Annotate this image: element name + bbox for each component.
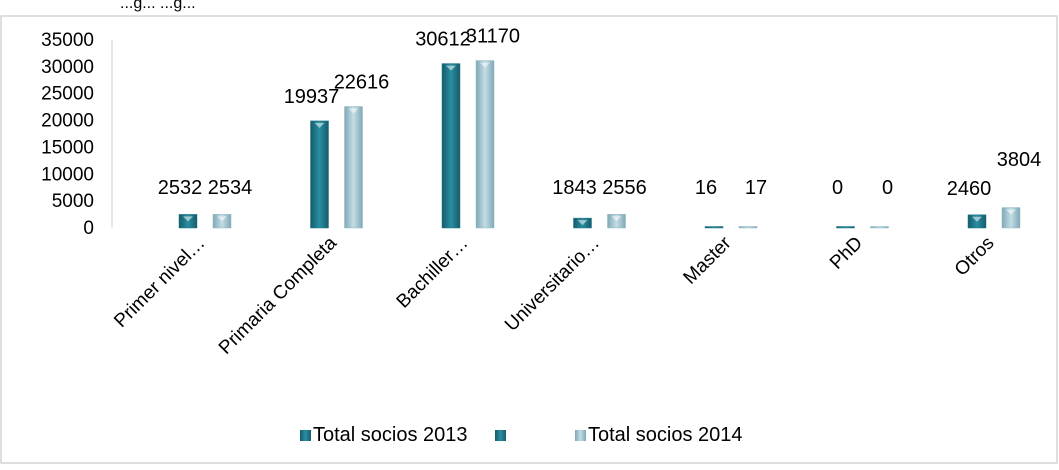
y-tick-label: 10000 — [41, 164, 94, 185]
legend-item-2014: Total socios 2014 — [588, 424, 743, 446]
bar-highlight — [1006, 209, 1016, 215]
bar-highlight — [972, 216, 982, 222]
chart-border — [0, 15, 1058, 464]
x-tick-label: Bachiller… — [393, 233, 473, 313]
bar-highlight — [577, 220, 588, 226]
bar-highlight — [314, 122, 325, 128]
bar-2014 — [344, 106, 363, 229]
header-fragment: ...g... ...g... — [120, 0, 196, 12]
data-label: 3804 — [997, 149, 1042, 171]
bar-2014 — [870, 226, 889, 229]
bar-2014 — [1001, 207, 1021, 229]
legend: Total socios 2013 Total socios 2014 — [300, 424, 743, 446]
legend-item-2014-swatch — [575, 430, 586, 441]
y-tick-label: 35000 — [41, 30, 94, 51]
y-tick-label: 20000 — [41, 111, 94, 132]
y-tick-label: 25000 — [41, 84, 94, 105]
data-label: 19937 — [284, 86, 340, 108]
x-tick-label: Primer nivel… — [110, 233, 209, 332]
legend-item-blank-swatch — [495, 430, 506, 441]
data-label: 22616 — [334, 72, 390, 94]
data-label: 1843 — [552, 177, 597, 199]
legend-item-2013-swatch — [300, 430, 311, 441]
data-label: 0 — [882, 177, 893, 199]
data-label: 16 — [695, 177, 717, 199]
bar-highlight — [183, 216, 193, 222]
data-labels: 2532 19937 30612 1843 16 0 2460 2534 22616 31170 2… — [158, 26, 1042, 200]
x-tick-label: Master — [680, 232, 736, 288]
x-tick-label: Otros — [951, 233, 999, 281]
data-label: 2534 — [208, 177, 253, 199]
y-axis-ticks: 0 5000 10000 15000 20000 25000 30000 35000 — [41, 30, 94, 239]
bar-highlight — [217, 216, 227, 222]
bar-2013 — [441, 63, 461, 229]
legend-item-2013: Total socios 2013 — [313, 424, 468, 446]
data-label: 17 — [745, 177, 767, 199]
y-tick-label: 0 — [83, 218, 94, 239]
data-label: 0 — [832, 177, 843, 199]
data-label: 2556 — [602, 177, 647, 199]
x-tick-label: Primaria Completa — [215, 232, 341, 358]
y-tick-label: 15000 — [41, 137, 94, 158]
bar-2013 — [310, 120, 329, 229]
bar-2013 — [704, 226, 724, 229]
y-tick-label: 5000 — [52, 191, 94, 212]
bar-highlight — [480, 62, 490, 68]
bar-highlight — [348, 108, 359, 114]
x-tick-label: Universitario… — [501, 233, 604, 336]
x-tick-label: PhD — [826, 233, 867, 274]
bar-highlight — [446, 65, 456, 71]
y-tick-label: 30000 — [41, 57, 94, 78]
data-label: 30612 — [415, 29, 471, 51]
bars — [178, 60, 1021, 229]
data-label: 2532 — [158, 177, 203, 199]
bar-2014 — [475, 60, 495, 229]
x-axis-labels: Primer nivel… Primaria Completa Bachiller…… — [110, 232, 998, 359]
data-label: 2460 — [947, 178, 992, 200]
bar-2014 — [738, 226, 758, 229]
bar-highlight — [611, 216, 622, 222]
data-label: 31170 — [466, 26, 520, 48]
bar-2013 — [836, 226, 855, 229]
